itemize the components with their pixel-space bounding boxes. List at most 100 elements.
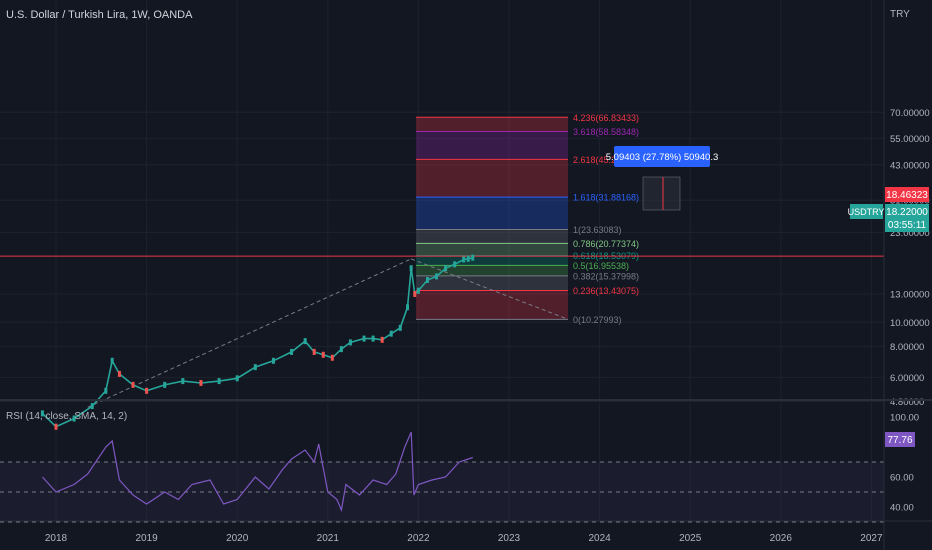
price-point: [40, 410, 44, 417]
price-point: [471, 254, 475, 261]
rsi-tick-label: 100.00: [890, 413, 919, 424]
countdown-value: 03:55:11: [888, 220, 927, 231]
rsi-pane: [0, 431, 884, 523]
price-point: [145, 387, 149, 394]
price-point: [453, 261, 457, 268]
time-tick-label: 2024: [588, 533, 611, 544]
price-point: [217, 378, 221, 385]
fib-band: [416, 131, 568, 160]
fib-band: [416, 229, 568, 244]
price-tick-label: 43.00000: [890, 160, 930, 171]
fib-band: [416, 265, 568, 276]
price-point: [321, 351, 325, 358]
price-point: [435, 273, 439, 280]
fib-band: [416, 117, 568, 132]
rsi-tick-label: 60.00: [890, 473, 914, 484]
fib-level-label: 1.618(31.88168): [573, 193, 639, 203]
fib-band: [416, 159, 568, 198]
price-point: [444, 265, 448, 272]
price-point: [104, 387, 108, 394]
fib-level-label: 1(23.63083): [573, 225, 622, 235]
symbol-label: USDTRY: [848, 207, 885, 217]
rsi-value-badge: [885, 432, 915, 447]
price-point: [312, 348, 316, 355]
price-point: [199, 379, 203, 386]
price-point: [409, 265, 413, 272]
price-point: [235, 375, 239, 382]
time-tick-label: 2027: [860, 533, 883, 544]
price-point: [163, 381, 167, 388]
price-point: [371, 335, 375, 342]
price-tick-label: 55.00000: [890, 134, 930, 145]
rsi-tick-label: 40.00: [890, 503, 914, 514]
price-point: [466, 255, 470, 262]
rsi-label: RSI (14, close, SMA, 14, 2): [6, 411, 127, 422]
fib-level-label: 0.236(13.43075): [573, 286, 639, 296]
price-point: [271, 357, 275, 364]
price-point: [90, 403, 94, 410]
price-point: [290, 348, 294, 355]
price-point: [462, 256, 466, 263]
trend-line-up: [87, 258, 412, 408]
fib-band: [416, 275, 568, 291]
price-tick-label: 13.00000: [890, 289, 930, 300]
time-tick-label: 2020: [226, 533, 249, 544]
price-badges: 18.46323 USDTRY 18.22000 03:55:11 77.76: [848, 187, 929, 447]
price-point: [72, 415, 76, 422]
price-point: [389, 330, 393, 337]
price-point: [117, 370, 121, 377]
time-tick-label: 2021: [317, 533, 340, 544]
price-tick-label: 70.00000: [890, 108, 930, 119]
fib-band: [416, 197, 568, 230]
time-tick-label: 2025: [679, 533, 702, 544]
measure-box: [642, 176, 681, 211]
price-point: [131, 381, 135, 388]
price-point: [348, 339, 352, 346]
fibonacci-extension: 4.236(66.83433) 3.618(58.58348) 2.618(45.2…: [416, 113, 639, 325]
last-price-value: 18.22000: [886, 207, 928, 218]
fib-band: [416, 243, 568, 256]
time-tick-label: 2019: [135, 533, 158, 544]
fib-level-label: 0(10.27993): [573, 315, 622, 325]
price-tick-label: 6.00000: [890, 373, 924, 384]
measure-tool[interactable]: 5.09403 (27.78%) 50940.3: [606, 146, 719, 211]
grid: [0, 0, 884, 521]
fib-level-label: 4.236(66.83433): [573, 113, 639, 123]
red-price-value: 18.46323: [886, 190, 928, 201]
fib-level-label: 3.618(58.58348): [573, 127, 639, 137]
price-point: [416, 287, 420, 294]
price-point: [425, 276, 429, 283]
chart-title: U.S. Dollar / Turkish Lira, 1W, OANDA: [6, 9, 193, 21]
trend-lines: [0, 255, 884, 408]
price-series: [40, 254, 475, 430]
fib-level-label: 0.5(16.95538): [573, 261, 629, 271]
axes: 70.0000055.0000043.0000031.0000023.00000…: [45, 108, 930, 544]
price-tick-label: 4.80000: [890, 397, 924, 408]
symbol-badge: [850, 204, 883, 219]
price-point: [110, 357, 114, 364]
price-point: [330, 354, 334, 361]
last-price-badge: [885, 204, 929, 232]
price-point: [406, 304, 410, 311]
price-point: [303, 338, 307, 345]
price-point: [380, 336, 384, 343]
price-point: [362, 335, 366, 342]
time-tick-label: 2018: [45, 533, 68, 544]
red-price-badge: [885, 187, 929, 202]
price-point: [398, 324, 402, 331]
price-point: [339, 346, 343, 353]
price-point: [54, 423, 58, 430]
time-tick-label: 2023: [498, 533, 521, 544]
fib-level-label: 2.618(45.23258): [573, 155, 639, 165]
price-point: [413, 290, 417, 297]
rsi-line: [41, 431, 473, 513]
price-tick-label: 23.00000: [890, 228, 930, 239]
time-tick-label: 2026: [770, 533, 793, 544]
fib-band: [416, 290, 568, 320]
measure-label: 5.09403 (27.78%) 50940.3: [606, 152, 719, 163]
fib-level-label: 0.786(20.77374): [573, 239, 639, 249]
price-tick-label: 8.00000: [890, 342, 924, 353]
currency-label: TRY: [890, 9, 910, 20]
